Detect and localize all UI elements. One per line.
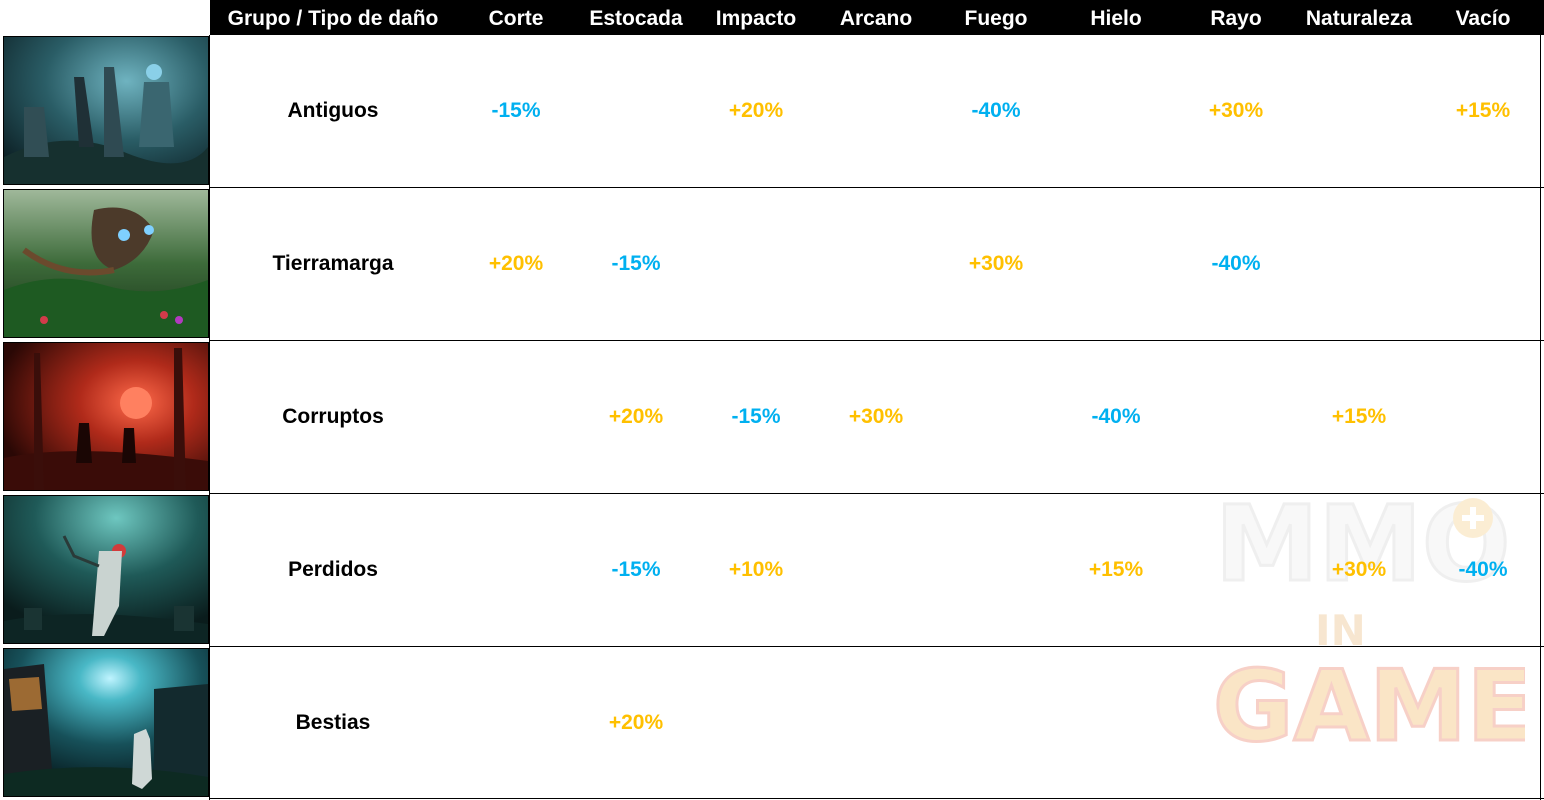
- value-perdidos-hielo: +15%: [1088, 558, 1144, 581]
- value-perdidos-naturaleza: +30%: [1331, 558, 1387, 581]
- value-antiguos-fuego: -40%: [971, 99, 1021, 122]
- lost-scene-thumbnail: [3, 495, 209, 644]
- value-perdidos-impacto: +10%: [728, 558, 784, 581]
- table-header: [210, 0, 1544, 35]
- group-name-antiguos: Antiguos: [287, 99, 379, 122]
- row-divider: [210, 493, 1544, 494]
- beasts-scene-thumbnail: [3, 648, 209, 797]
- value-corruptos-hielo: -40%: [1091, 405, 1141, 428]
- value-antiguos-corte: -15%: [491, 99, 541, 122]
- watermark-logo: MMO IN GAME: [1205, 470, 1536, 766]
- value-tierramarga-corte: +20%: [488, 252, 544, 275]
- header-group-type: Grupo / Tipo de daño: [227, 7, 439, 30]
- ancients-scene-thumbnail: [3, 36, 209, 185]
- watermark-line2: IN: [1315, 606, 1366, 655]
- value-tierramarga-fuego: +30%: [968, 252, 1024, 275]
- header-naturaleza: Naturaleza: [1305, 7, 1413, 30]
- header-corte: Corte: [488, 7, 544, 30]
- row-divider: [210, 646, 1544, 647]
- value-bestias-estocada: +20%: [608, 711, 664, 734]
- header-hielo: Hielo: [1090, 7, 1142, 30]
- group-name-perdidos: Perdidos: [288, 558, 378, 581]
- group-name-corruptos: Corruptos: [282, 405, 384, 428]
- value-perdidos-vacio: -40%: [1458, 558, 1508, 581]
- row-divider: [210, 187, 1544, 188]
- value-perdidos-estocada: -15%: [611, 558, 661, 581]
- row-divider: [210, 798, 1544, 799]
- header-arcano: Arcano: [839, 7, 913, 30]
- table-right-border: [1540, 35, 1541, 800]
- angry-earth-scene-thumbnail: [3, 189, 209, 338]
- value-corruptos-naturaleza: +15%: [1331, 405, 1387, 428]
- header-impacto: Impacto: [715, 7, 797, 30]
- value-corruptos-estocada: +20%: [608, 405, 664, 428]
- header-vacio: Vacío: [1455, 7, 1511, 30]
- value-antiguos-rayo: +30%: [1208, 99, 1264, 122]
- watermark-line1: MMO: [1215, 483, 1510, 605]
- gamepad-icon: [1453, 498, 1493, 538]
- value-antiguos-vacio: +15%: [1455, 99, 1511, 122]
- value-tierramarga-estocada: -15%: [611, 252, 661, 275]
- group-name-tierramarga: Tierramarga: [272, 252, 394, 275]
- header-rayo: Rayo: [1210, 7, 1262, 30]
- value-corruptos-impacto: -15%: [731, 405, 781, 428]
- value-antiguos-impacto: +20%: [728, 99, 784, 122]
- value-tierramarga-rayo: -40%: [1211, 252, 1261, 275]
- header-estocada: Estocada: [589, 7, 683, 30]
- group-name-bestias: Bestias: [295, 711, 371, 734]
- watermark-line3: GAME: [1213, 650, 1525, 760]
- value-corruptos-arcano: +30%: [848, 405, 904, 428]
- table-left-border: [209, 35, 210, 800]
- corrupted-scene-thumbnail: [3, 342, 209, 491]
- header-fuego: Fuego: [964, 7, 1028, 30]
- row-divider: [210, 340, 1544, 341]
